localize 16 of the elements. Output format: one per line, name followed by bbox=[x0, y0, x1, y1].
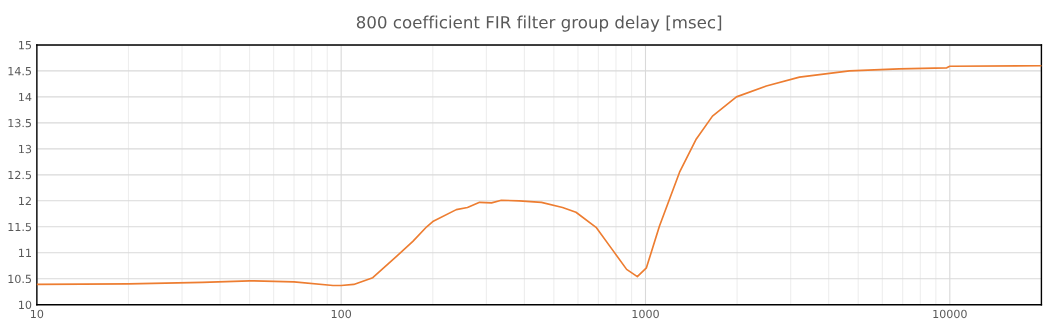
x-tick-label: 100 bbox=[331, 309, 352, 319]
y-tick-label: 13 bbox=[19, 144, 32, 154]
chart-title: 800 coefficient FIR filter group delay [msec] bbox=[356, 15, 722, 32]
y-tick-label: 10 bbox=[19, 300, 32, 310]
y-tick-label: 13.5 bbox=[8, 118, 32, 128]
x-tick-label: 10 bbox=[31, 309, 44, 319]
x-tick-label: 10000 bbox=[933, 309, 967, 319]
y-tick-label: 15 bbox=[19, 41, 32, 50]
y-tick-label: 11.5 bbox=[8, 222, 32, 232]
y-tick-label: 12 bbox=[19, 196, 31, 206]
y-tick-label: 14.5 bbox=[8, 67, 32, 76]
y-tick-label: 11 bbox=[19, 248, 31, 257]
x-tick-label: 1000 bbox=[632, 309, 659, 319]
y-tick-label: 12.5 bbox=[8, 170, 32, 180]
y-tick-label: 14 bbox=[19, 93, 32, 102]
y-tick-label: 10.5 bbox=[8, 274, 32, 284]
